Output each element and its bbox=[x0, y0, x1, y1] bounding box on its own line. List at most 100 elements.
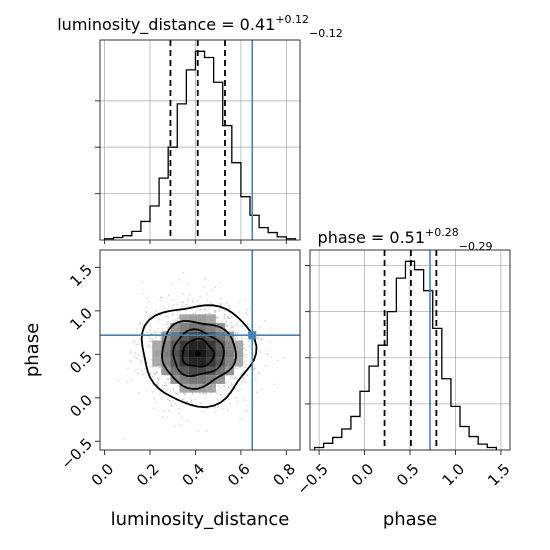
scatter-point bbox=[167, 321, 170, 323]
scatter-point bbox=[218, 282, 221, 285]
scatter-point bbox=[162, 387, 165, 390]
scatter-point bbox=[249, 360, 252, 363]
scatter-point bbox=[166, 378, 169, 380]
density-contour bbox=[161, 320, 237, 390]
scatter-point bbox=[174, 391, 177, 394]
scatter-point bbox=[149, 372, 152, 375]
scatter-point bbox=[223, 315, 225, 317]
scatter-point bbox=[136, 372, 139, 375]
scatter-point bbox=[185, 304, 188, 306]
scatter-point bbox=[140, 360, 142, 363]
scatter-point bbox=[227, 387, 230, 390]
scatter-point bbox=[131, 341, 134, 344]
scatter-point bbox=[209, 302, 212, 305]
scatter-point bbox=[216, 316, 218, 319]
scatter-point bbox=[241, 325, 243, 328]
scatter-point bbox=[225, 320, 228, 323]
density-cell bbox=[215, 375, 225, 384]
scatter-point bbox=[149, 332, 152, 335]
scatter-point bbox=[259, 351, 262, 354]
density-cell bbox=[188, 331, 198, 341]
scatter-point bbox=[234, 329, 236, 332]
scatter-point bbox=[241, 325, 243, 328]
scatter-point bbox=[145, 310, 148, 313]
scatter-point bbox=[142, 324, 144, 327]
scatter-point bbox=[219, 297, 222, 300]
scatter-point bbox=[171, 306, 174, 309]
scatter-point bbox=[159, 377, 161, 380]
scatter-point bbox=[135, 328, 138, 331]
x-axis-label-luminosity-distance: luminosity_distance bbox=[111, 509, 290, 530]
scatter-point bbox=[155, 371, 158, 374]
scatter-point bbox=[165, 321, 168, 324]
scatter-point bbox=[183, 398, 185, 401]
scatter-point bbox=[236, 324, 239, 327]
scatter-point bbox=[174, 320, 177, 323]
scatter-point bbox=[216, 392, 219, 395]
scatter-point bbox=[244, 338, 247, 341]
scatter-point bbox=[165, 389, 167, 392]
scatter-point bbox=[227, 315, 230, 318]
scatter-point bbox=[153, 369, 156, 372]
density-cell bbox=[206, 357, 216, 367]
scatter-point bbox=[148, 329, 151, 331]
scatter-point bbox=[226, 324, 228, 327]
density-cell bbox=[206, 323, 216, 332]
scatter-point bbox=[214, 411, 217, 413]
scatter-point bbox=[171, 402, 173, 405]
scatter-point bbox=[130, 360, 133, 363]
scatter-point bbox=[216, 399, 219, 402]
scatter-point bbox=[177, 385, 180, 387]
scatter-point bbox=[169, 399, 172, 402]
scatter-point bbox=[146, 297, 149, 300]
scatter-point bbox=[163, 330, 166, 332]
scatter-point bbox=[199, 303, 201, 306]
scatter-point bbox=[129, 349, 132, 351]
density-cell bbox=[179, 383, 189, 393]
scatter-point bbox=[151, 375, 154, 378]
density-cell bbox=[197, 366, 207, 376]
density-cell bbox=[225, 349, 235, 358]
scatter-point bbox=[159, 373, 161, 376]
luminosity-distance-title: luminosity_distance = 0.41+0.12−0.12 bbox=[57, 13, 343, 40]
scatter-point bbox=[236, 367, 239, 370]
scatter-point bbox=[255, 391, 258, 394]
scatter-point bbox=[154, 331, 157, 333]
scatter-point bbox=[214, 309, 217, 312]
scatter-point bbox=[149, 315, 152, 318]
scatter-point bbox=[152, 407, 155, 409]
scatter-point bbox=[133, 356, 136, 359]
scatter-point bbox=[168, 399, 171, 402]
scatter-point bbox=[237, 331, 239, 334]
scatter-point bbox=[140, 361, 143, 363]
scatter-point bbox=[239, 366, 242, 368]
scatter-point bbox=[138, 391, 140, 394]
scatter-point bbox=[146, 313, 148, 316]
scatter-point bbox=[249, 345, 252, 348]
joint-density-panel: 0.0 0.2 0.4 0.6 0.8−0.50.00.51.01.5 bbox=[58, 249, 301, 490]
scatter-point bbox=[181, 292, 184, 295]
scatter-point bbox=[239, 301, 241, 303]
scatter-point bbox=[259, 389, 262, 391]
scatter-point bbox=[179, 278, 182, 281]
scatter-point bbox=[161, 416, 164, 419]
scatter-point bbox=[145, 306, 148, 309]
scatter-point bbox=[165, 416, 168, 419]
scatter-point bbox=[167, 377, 170, 380]
phase-title: phase = 0.51+0.28−0.29 bbox=[318, 226, 493, 253]
scatter-point bbox=[155, 370, 158, 373]
scatter-point bbox=[156, 371, 158, 374]
scatter-point bbox=[152, 372, 155, 375]
scatter-point bbox=[179, 423, 182, 426]
scatter-point bbox=[176, 313, 179, 316]
scatter-point bbox=[243, 360, 246, 363]
scatter-point bbox=[153, 331, 156, 334]
scatter-point bbox=[254, 329, 257, 332]
density-cell bbox=[179, 349, 189, 358]
scatter-point bbox=[217, 389, 219, 391]
scatter-point bbox=[237, 321, 240, 323]
scatter-point bbox=[217, 405, 220, 408]
scatter-point bbox=[204, 308, 207, 311]
scatter-point bbox=[225, 302, 228, 304]
density-cell bbox=[197, 340, 207, 350]
